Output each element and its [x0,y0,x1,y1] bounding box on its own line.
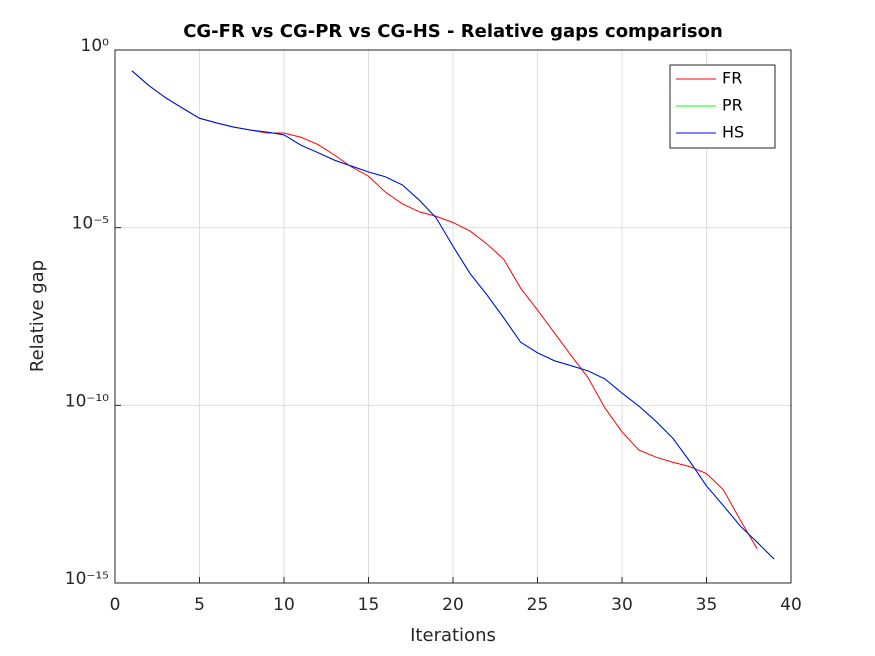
line-series [131,70,775,560]
chart-title: CG-FR vs CG-PR vs CG-HS - Relative gaps … [183,21,723,42]
legend-label: PR [722,96,743,115]
x-tick-label: 0 [110,595,121,615]
x-tick-label: 30 [611,595,633,615]
y-tick-label: 10⁻¹⁵ [65,569,109,589]
axes-box [114,49,792,584]
x-tick-label: 5 [194,595,205,615]
x-tick-label: 20 [442,595,464,615]
legend-label: FR [722,69,742,88]
legend: FR PR HS [669,64,776,149]
y-tick-label: 10⁻⁵ [72,214,109,234]
legend-label: HS [722,123,744,142]
y-axis-label: Relative gap [27,260,48,372]
x-tick-label: 15 [358,595,380,615]
x-axis-label: Iterations [410,625,496,646]
y-tick-label: 10⁻¹⁰ [65,391,109,411]
x-tick-label: 40 [780,595,802,615]
x-tick-label: 25 [527,595,549,615]
x-tick-label: 10 [273,595,295,615]
y-tick-label: 10⁰ [81,36,110,56]
x-tick-label: 35 [696,595,718,615]
